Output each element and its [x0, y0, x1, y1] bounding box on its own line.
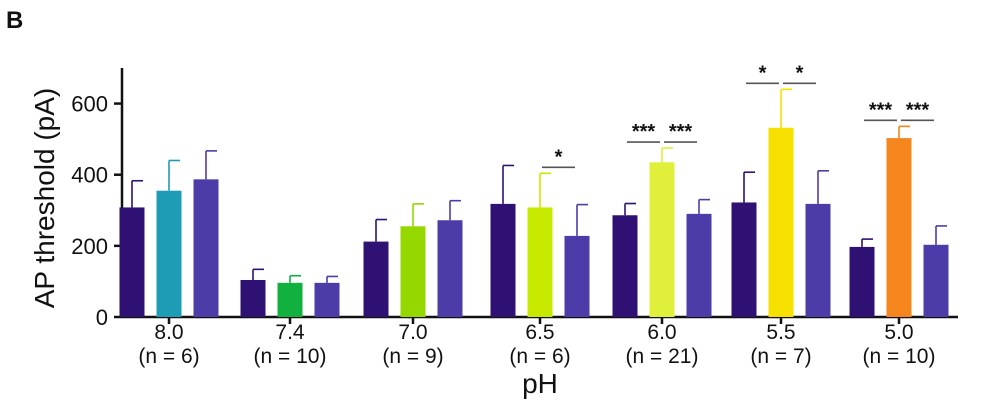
bar — [120, 207, 145, 317]
bar — [157, 191, 182, 317]
bar — [278, 283, 303, 317]
sample-size-label: (n = 7) — [750, 345, 811, 368]
bar — [194, 179, 219, 317]
significance-label: * — [555, 146, 563, 168]
significance-label: *** — [906, 99, 930, 121]
significance-label: *** — [869, 99, 893, 121]
bar — [364, 242, 389, 317]
panel-letter: B — [6, 7, 23, 34]
sample-size-label: (n = 6) — [509, 345, 570, 368]
sample-size-label: (n = 6) — [138, 345, 199, 368]
x-tick-label: 5.0 — [884, 321, 913, 344]
bar — [806, 204, 831, 317]
significance-layer: **** **** **** *** — [542, 62, 934, 168]
bar — [491, 204, 516, 317]
bar — [732, 202, 757, 317]
significance-label: *** — [632, 121, 656, 143]
x-axis-title: pH — [522, 368, 558, 399]
y-axis-title: AP threshold (pA) — [29, 88, 60, 309]
y-tick-label: 400 — [71, 163, 108, 188]
y-tick-label: 0 — [96, 305, 108, 330]
sample-size-label: (n = 10) — [254, 345, 327, 368]
significance-label: * — [759, 62, 767, 84]
bar — [438, 220, 463, 317]
bar — [769, 128, 794, 317]
significance-label: * — [796, 62, 804, 84]
sample-size-label: (n = 21) — [626, 345, 699, 368]
x-tick-label: 7.0 — [398, 321, 427, 344]
x-tick-label: 6.5 — [525, 321, 554, 344]
bars-layer — [120, 89, 949, 317]
bar — [850, 247, 875, 317]
bar — [650, 162, 675, 317]
x-tick-label: 5.5 — [766, 321, 795, 344]
bar — [401, 226, 426, 317]
bar — [613, 215, 638, 317]
bar — [687, 214, 712, 317]
category-labels: 8.0(n = 6)7.4(n = 10)7.0(n = 9)6.5(n = 6… — [138, 321, 935, 368]
y-tick-label: 200 — [71, 234, 108, 259]
y-tick-label: 600 — [71, 92, 108, 117]
significance-label: *** — [669, 121, 693, 143]
bar — [924, 245, 949, 317]
bar — [241, 280, 266, 317]
sample-size-label: (n = 9) — [382, 345, 443, 368]
bar — [565, 236, 590, 317]
x-tick-label: 6.0 — [647, 321, 676, 344]
bar — [887, 138, 912, 317]
sample-size-label: (n = 10) — [863, 345, 936, 368]
x-tick-label: 7.4 — [275, 321, 305, 344]
x-tick-label: 8.0 — [154, 321, 183, 344]
bar — [315, 283, 340, 317]
bar — [528, 207, 553, 317]
